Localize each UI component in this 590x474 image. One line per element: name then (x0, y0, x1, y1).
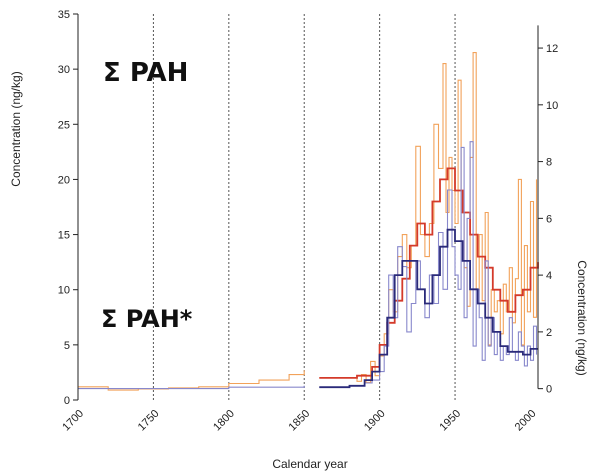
x-tick-label-6: 2000 (513, 408, 539, 434)
y-left-tick-label-7: 35 (58, 9, 70, 21)
y-axis-title-right: Concentration (ng/kg) (575, 260, 589, 375)
y-right-tick-label-1: 2 (546, 327, 552, 339)
y-left-tick-label-5: 25 (58, 119, 70, 131)
series-layer (78, 52, 539, 391)
x-tick-label-3: 1850 (287, 408, 313, 434)
x-tick-label-4: 1900 (362, 408, 388, 434)
y-right-tick-label-3: 6 (546, 213, 552, 225)
series-line-1 (319, 52, 538, 383)
series-line-5 (319, 228, 538, 389)
y-right-tick-label-6: 12 (546, 43, 558, 55)
annotation-sum-pah-star: Σ PAH* (101, 305, 193, 333)
y-left-tick-label-3: 15 (58, 230, 70, 242)
x-tick-label-0: 1700 (60, 408, 86, 434)
y-left-tick-label-1: 5 (64, 340, 70, 352)
x-axis-title: Calendar year (272, 457, 347, 471)
x-tick-label-5: 1950 (437, 408, 463, 434)
y-left-tick-label-0: 0 (64, 395, 70, 407)
annotation-sum-pah: Σ PAH (103, 58, 188, 88)
y-right-tick-label-0: 0 (546, 384, 552, 396)
series-line-0 (78, 370, 305, 391)
y-right-tick-label-5: 10 (546, 100, 558, 112)
y-axis-title-left: Concentration (ng/kg) (9, 71, 23, 186)
series-line-3 (78, 385, 305, 390)
x-tick-label-2: 1800 (211, 408, 237, 434)
y-right-tick-label-4: 8 (546, 157, 552, 169)
reference-lines (152, 14, 456, 400)
y-left-tick-label-6: 30 (58, 64, 70, 76)
y-left-tick-label-2: 10 (58, 285, 70, 297)
y-right-tick-label-2: 4 (546, 270, 552, 282)
y-left-tick-label-4: 20 (58, 174, 70, 186)
series-line-4 (319, 141, 538, 388)
x-tick-label-1: 1750 (136, 408, 162, 434)
